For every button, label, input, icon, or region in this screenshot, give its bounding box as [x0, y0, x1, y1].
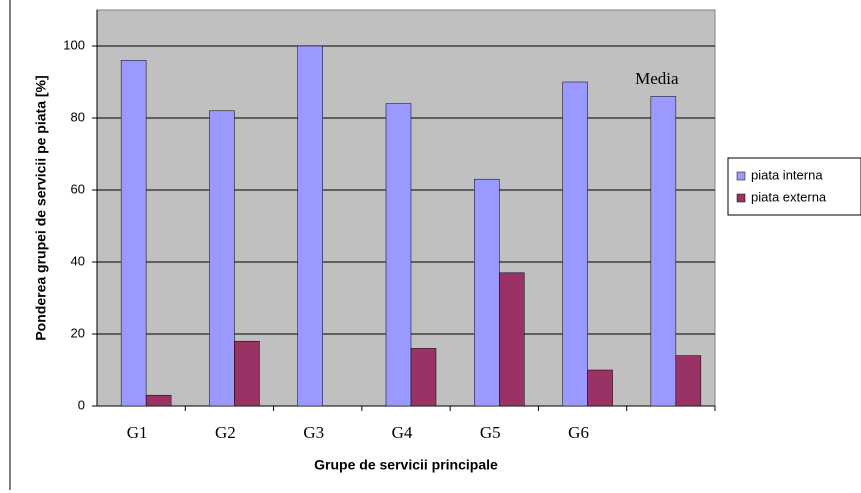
- bar: [145, 394, 172, 407]
- bar: [234, 340, 260, 407]
- legend-box: [727, 157, 861, 216]
- x-tick-label: G2: [215, 423, 236, 442]
- x-axis-title: Grupe de servicii principale: [314, 457, 498, 473]
- y-tick-label: 40: [71, 253, 85, 268]
- legend-swatch: [736, 171, 746, 181]
- bar: [675, 355, 702, 407]
- legend-label: piata externa: [751, 189, 827, 204]
- bar: [297, 45, 323, 407]
- y-axis-title: Ponderea grupei de servicii pe piata [%]: [33, 75, 49, 340]
- bar: [120, 60, 147, 407]
- x-tick-label: G5: [480, 423, 501, 442]
- bar: [499, 272, 525, 407]
- bar: [474, 178, 500, 407]
- bar: [385, 103, 412, 407]
- y-tick-label: 20: [71, 325, 85, 340]
- bar: [209, 110, 235, 407]
- bar: [410, 348, 437, 407]
- x-tick-label: G1: [127, 423, 148, 442]
- bar: [587, 369, 613, 407]
- annotation: Media: [635, 69, 679, 88]
- x-tick-label: G4: [392, 423, 413, 442]
- bar: [650, 96, 677, 407]
- y-tick-label: 60: [71, 181, 85, 196]
- bar: [562, 81, 588, 407]
- y-tick-label: 0: [78, 397, 85, 412]
- y-tick-label: 80: [71, 109, 85, 124]
- x-tick-label: G3: [303, 423, 324, 442]
- x-tick-label: G6: [568, 423, 589, 442]
- legend-swatch: [736, 193, 746, 203]
- legend-label: piata interna: [751, 167, 823, 182]
- y-tick-label: 100: [63, 37, 85, 52]
